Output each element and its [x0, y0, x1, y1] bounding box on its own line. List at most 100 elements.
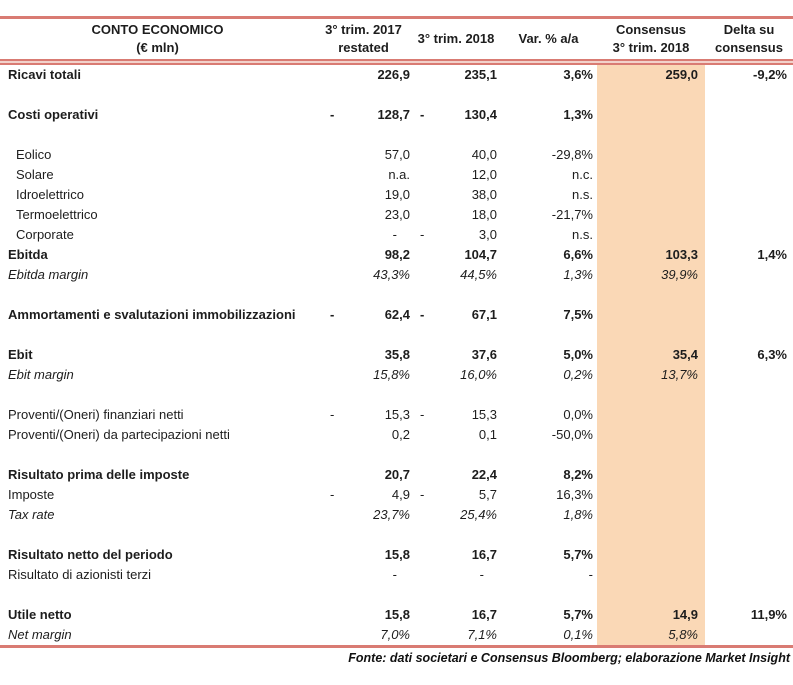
cell-value: 20,7 — [384, 467, 410, 482]
cell-trim-2017: 15,8% — [315, 365, 412, 385]
spacer-row — [0, 525, 793, 545]
cell-value: 12,0 — [471, 167, 497, 182]
header-trim-2018-label: 3° trim. 2018 — [417, 31, 495, 46]
cell-trim-2018: - 130,4 — [412, 105, 500, 125]
cell-trim-2017: 23,0 — [315, 205, 412, 225]
cell-value: 104,7 — [464, 247, 497, 262]
cell-delta-consensus — [705, 305, 793, 325]
cell-consensus — [597, 225, 705, 245]
table-row: Proventi/(Oneri) da partecipazioni netti… — [0, 425, 793, 445]
minus-sign: - — [420, 307, 425, 322]
cell-value: 23,7% — [373, 507, 410, 522]
header-conto-economico-line1: CONTO ECONOMICO — [91, 22, 224, 37]
cell-value: 57,0 — [384, 147, 410, 162]
table-body: Ricavi totali 226,9 235,1 3,6% 259,0 -9,2% Cos… — [0, 65, 793, 645]
cell-var-pct: -29,8% — [551, 147, 593, 162]
header-trim-2018: 3° trim. 2018 — [412, 19, 500, 59]
cell-value: 15,8% — [373, 367, 410, 382]
cell-var-pct: 16,3% — [556, 487, 593, 502]
table-row: Ebitda margin 43,3% 44,5% 1,3% 39,9% — [0, 265, 793, 285]
row-label — [0, 125, 315, 145]
row-label: Ricavi totali — [8, 67, 81, 82]
cell-value: 67,1 — [471, 307, 497, 322]
cell-value: 16,0% — [460, 367, 497, 382]
cell-delta-consensus — [705, 165, 793, 185]
row-label: Solare — [16, 167, 54, 182]
cell-value: 62,4 — [384, 307, 410, 322]
cell-trim-2018: 40,0 — [412, 145, 500, 165]
table-row: Costi operativi -128,7-130,4 1,3% — [0, 105, 793, 125]
cell-var-pct: n.s. — [572, 187, 593, 202]
row-label: Ebitda — [8, 247, 48, 262]
header-delta-consensus: Delta su consensus — [705, 19, 793, 59]
cell-trim-2017: 15,8 — [315, 545, 412, 565]
cell-trim-2018: 235,1 — [412, 65, 500, 85]
cell-trim-2017: - 15,3 — [315, 405, 412, 425]
cell-trim-2018: 7,1% — [412, 625, 500, 645]
bottom-border-line — [0, 645, 793, 648]
cell-value: 7,0% — [380, 627, 410, 642]
cell-var-pct — [500, 385, 597, 405]
cell-consensus — [597, 405, 705, 425]
cell-delta-consensus — [705, 285, 793, 305]
cell-delta-consensus: 11,9% — [750, 607, 787, 622]
cell-var-pct: n.s. — [572, 227, 593, 242]
cell-trim-2018 — [412, 285, 500, 305]
cell-trim-2017: - 128,7 — [315, 105, 412, 125]
cell-consensus: 35,4 — [597, 345, 705, 365]
table-row: Utile netto 15,8 16,7 5,7% 14,9 11,9% — [0, 605, 793, 625]
table-row: Tax rate 23,7% 25,4% 1,8% — [0, 505, 793, 525]
cell-value: 18,0 — [471, 207, 497, 222]
cell-consensus — [597, 525, 705, 545]
cell-delta-consensus: -9,2% — [753, 67, 787, 82]
cell-delta-consensus — [705, 465, 793, 485]
table-row: Corporate - - 3,0 n.s. — [0, 225, 793, 245]
cell-consensus — [597, 85, 705, 105]
cell-trim-2018 — [412, 85, 500, 105]
row-label — [0, 285, 315, 305]
spacer-row — [0, 385, 793, 405]
cell-var-pct: 5,7% — [563, 607, 593, 622]
table-row: Idroelettrico 19,0 38,0 n.s. — [0, 185, 793, 205]
cell-var-pct — [500, 125, 597, 145]
table-row: Risultato di azionisti terzi - - - — [0, 565, 793, 585]
cell-value: - — [392, 567, 397, 582]
cell-var-pct — [500, 585, 597, 605]
cell-delta-consensus — [705, 365, 793, 385]
header-consensus-line1: Consensus — [615, 22, 687, 37]
row-label: Ammortamenti e svalutazioni immobilizzaz… — [8, 307, 296, 322]
cell-var-pct: 8,2% — [563, 467, 593, 482]
row-label: Imposte — [8, 487, 55, 502]
cell-consensus: 259,0 — [597, 65, 705, 85]
cell-trim-2017: 20,7 — [315, 465, 412, 485]
cell-consensus: 5,8% — [597, 625, 705, 645]
minus-sign: - — [330, 107, 335, 122]
cell-value: 15,3 — [384, 407, 410, 422]
cell-delta-consensus — [705, 585, 793, 605]
cell-trim-2017 — [315, 445, 412, 465]
minus-sign: - — [330, 307, 335, 322]
header-delta-line2: consensus — [715, 40, 783, 55]
cell-trim-2017: - 62,4 — [315, 305, 412, 325]
header-var-pct-label: Var. % a/a — [518, 31, 579, 46]
row-label: Ebit — [8, 347, 33, 362]
cell-delta-consensus — [705, 145, 793, 165]
header-divider-line — [0, 59, 793, 65]
cell-consensus — [597, 205, 705, 225]
cell-trim-2018: - 3,0 — [412, 225, 500, 245]
cell-consensus — [597, 425, 705, 445]
cell-trim-2017: 57,0 — [315, 145, 412, 165]
cell-value: 16,7 — [471, 607, 497, 622]
row-label: Idroelettrico — [16, 187, 84, 202]
cell-value: 15,8 — [384, 547, 410, 562]
cell-trim-2017 — [315, 585, 412, 605]
cell-var-pct: 0,1% — [563, 627, 593, 642]
cell-value: 15,3 — [471, 407, 497, 422]
row-label — [0, 85, 315, 105]
table-row: Risultato netto del periodo 15,8 16,7 5,7% — [0, 545, 793, 565]
row-label: Risultato netto del periodo — [8, 547, 173, 562]
cell-delta-consensus — [705, 265, 793, 285]
row-label — [0, 585, 315, 605]
cell-var-pct: n.c. — [572, 167, 593, 182]
cell-delta-consensus — [705, 425, 793, 445]
